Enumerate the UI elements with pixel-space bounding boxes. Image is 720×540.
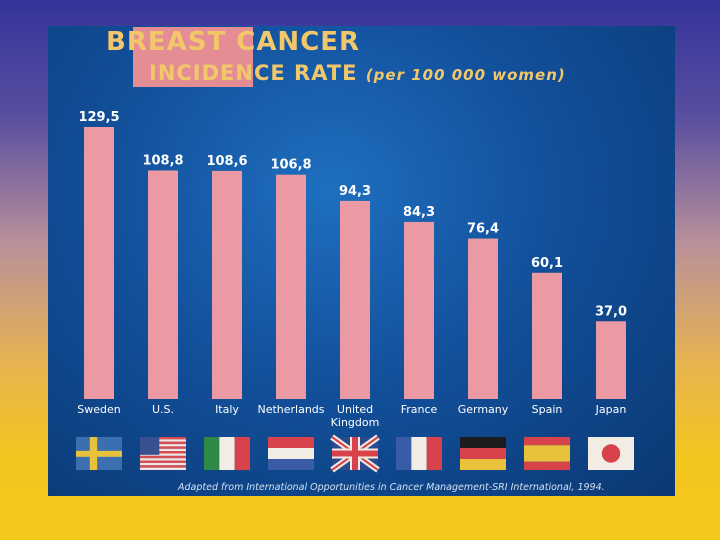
category-label-line: Netherlands bbox=[257, 403, 324, 416]
value-label: 129,5 bbox=[78, 110, 119, 125]
category-label: France bbox=[401, 403, 438, 416]
category-label-line: Spain bbox=[532, 403, 563, 416]
value-label: 84,3 bbox=[403, 205, 435, 220]
chart-subtitle: INCIDENCE RATE (per 100 000 women) bbox=[149, 61, 566, 85]
subtitle-unit: (per 100 000 women) bbox=[365, 66, 566, 84]
category-label-line: Germany bbox=[458, 403, 509, 416]
source-note: Adapted from International Opportunities… bbox=[178, 482, 605, 493]
title-color-block bbox=[133, 27, 253, 87]
category-label: Spain bbox=[532, 403, 563, 416]
bar bbox=[468, 238, 498, 399]
bar bbox=[276, 174, 306, 399]
sweden-flag bbox=[76, 437, 122, 470]
category-label-line: Kingdom bbox=[331, 416, 380, 429]
bar bbox=[212, 170, 242, 399]
category-label: Germany bbox=[458, 403, 509, 416]
spain-flag bbox=[524, 437, 570, 470]
usa-flag bbox=[140, 437, 186, 470]
value-label: 108,6 bbox=[206, 154, 247, 169]
value-label: 94,3 bbox=[339, 184, 371, 199]
category-label: Italy bbox=[215, 403, 239, 416]
germany-flag bbox=[460, 437, 506, 470]
value-label: 76,4 bbox=[467, 222, 499, 237]
category-label: Netherlands bbox=[257, 403, 324, 416]
chart-title: BREAST CANCER bbox=[106, 27, 361, 57]
value-label: 37,0 bbox=[595, 304, 627, 319]
category-label-line: France bbox=[401, 403, 438, 416]
value-label: 106,8 bbox=[270, 158, 311, 173]
bar bbox=[404, 221, 434, 399]
chart-slide: BREAST CANCER INCIDENCE RATE (per 100 00… bbox=[48, 26, 675, 496]
subtitle-main: INCIDENCE RATE bbox=[149, 61, 358, 85]
bar-chart: 129,5 Sweden 108,8 U.S. 108,6 Italy 106,8 Nethe… bbox=[76, 110, 634, 473]
uk-flag bbox=[330, 434, 380, 473]
category-label: Japan bbox=[595, 403, 627, 416]
italy-flag bbox=[204, 437, 250, 470]
category-label-line: Japan bbox=[595, 403, 627, 416]
category-label-line: U.S. bbox=[152, 403, 174, 416]
bar bbox=[340, 200, 370, 399]
bar bbox=[596, 321, 626, 399]
netherlands-flag bbox=[268, 437, 314, 470]
category-label-line: Sweden bbox=[77, 403, 120, 416]
japan-flag bbox=[588, 437, 634, 470]
value-label: 108,8 bbox=[142, 153, 183, 168]
bar bbox=[532, 272, 562, 399]
category-label: U.S. bbox=[152, 403, 174, 416]
value-label: 60,1 bbox=[531, 256, 563, 271]
france-flag bbox=[396, 437, 442, 470]
bar bbox=[148, 170, 178, 399]
category-label: United Kingdom bbox=[331, 403, 380, 429]
category-label: Sweden bbox=[77, 403, 120, 416]
category-label-line: Italy bbox=[215, 403, 239, 416]
category-label-line: United bbox=[337, 403, 373, 416]
bar bbox=[84, 127, 114, 399]
